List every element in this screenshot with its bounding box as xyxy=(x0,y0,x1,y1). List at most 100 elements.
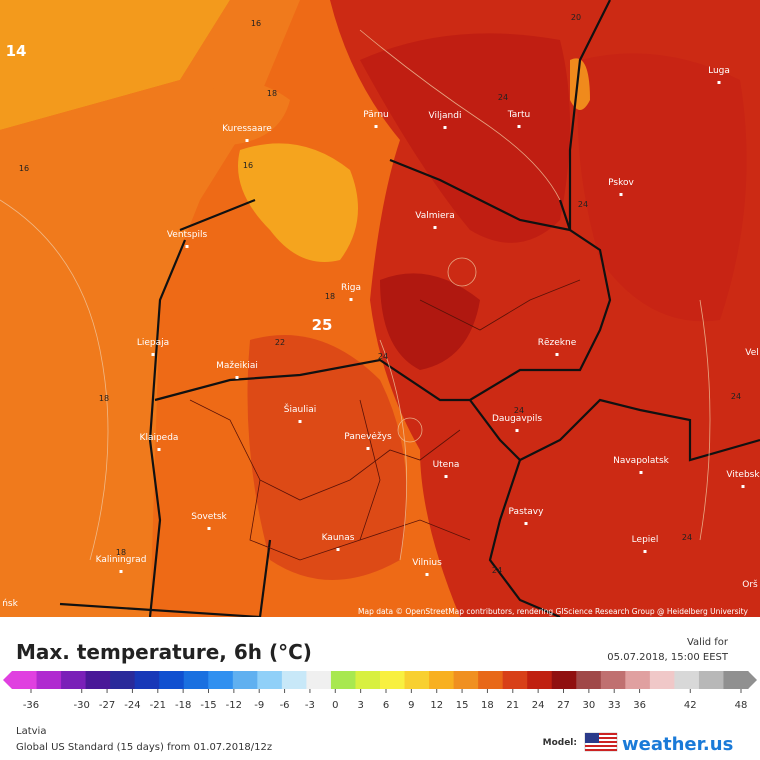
city-label: Valmiera xyxy=(415,211,455,221)
scale-swatch xyxy=(478,671,504,689)
scale-tick-label: 15 xyxy=(456,700,469,711)
scale-tick-label: 9 xyxy=(408,700,414,711)
city-label: Luga xyxy=(708,66,730,76)
scale-tick-label: 12 xyxy=(430,700,443,711)
city-dot xyxy=(119,570,123,573)
scale-tick-label: 3 xyxy=(357,700,363,711)
city-dot xyxy=(207,527,211,530)
scale-swatch xyxy=(600,671,626,689)
scale-tick-label: 21 xyxy=(506,700,519,711)
scale-arrow xyxy=(3,671,12,689)
scale-swatch xyxy=(61,671,87,689)
city-label: Utena xyxy=(433,460,460,470)
scale-swatch xyxy=(380,671,406,689)
city-dot xyxy=(555,353,559,356)
contour-label: 18 xyxy=(99,394,109,403)
contour-label: 24 xyxy=(682,533,692,542)
scale-swatch xyxy=(674,671,700,689)
scale-swatch xyxy=(183,671,209,689)
city-dot xyxy=(741,485,745,488)
city-label: Mažeikiai xyxy=(216,361,258,371)
city-label: Panevėžys xyxy=(344,432,392,442)
scale-swatch xyxy=(208,671,234,689)
city-dot xyxy=(151,353,155,356)
scale-swatch xyxy=(134,671,160,689)
scale-tick-label: -9 xyxy=(254,700,264,711)
scale-tick-label: 0 xyxy=(332,700,338,711)
color-scale: -36 -30 -27 -24 -21 -18 -15 -12 -9 -6 -3 0 3 6 9 12 15 18… xyxy=(3,671,757,711)
city-label: Vilnius xyxy=(412,558,442,568)
city-dot xyxy=(444,475,448,478)
scale-tick-label: -21 xyxy=(150,700,166,711)
scale-swatch xyxy=(85,671,111,689)
city-dot xyxy=(515,429,519,432)
scale-swatch xyxy=(281,671,307,689)
scale-swatch xyxy=(625,671,651,689)
city-label: ńsk xyxy=(2,599,18,609)
scale-swatch xyxy=(159,671,185,689)
scale-swatch xyxy=(429,671,455,689)
flag xyxy=(584,732,618,752)
city-label: Šiauliai xyxy=(284,403,316,415)
city-dot xyxy=(619,193,623,196)
city-label: Liepaja xyxy=(137,338,169,348)
contour-label: 16 xyxy=(251,19,261,28)
contour-label: 18 xyxy=(267,89,277,98)
scale-tick-label: 48 xyxy=(735,700,748,711)
city-dot xyxy=(639,471,643,474)
scale-swatch xyxy=(404,671,430,689)
model-label: Model: xyxy=(543,738,577,748)
model-run: Global US Standard (15 days) from 01.07.… xyxy=(16,742,272,753)
contour-label: 16 xyxy=(19,164,29,173)
city-label: Orš xyxy=(742,579,758,590)
city-label: Pskov xyxy=(608,178,634,188)
scale-swatch xyxy=(232,671,258,689)
city-dot xyxy=(524,522,528,525)
city-dot xyxy=(349,298,353,301)
city-dot xyxy=(185,245,189,248)
scale-swatch xyxy=(551,671,577,689)
scale-swatch xyxy=(723,671,749,689)
scale-tick-label: -36 xyxy=(23,700,39,711)
city-label: Vitebsk xyxy=(726,470,760,480)
scale-tick-label: -27 xyxy=(99,700,115,711)
city-label: Kaliningrad xyxy=(96,555,147,565)
scale-swatch xyxy=(527,671,553,689)
valid-time: 05.07.2018, 15:00 EEST xyxy=(607,652,729,663)
scale-swatch xyxy=(36,671,62,689)
brand: weather.us xyxy=(622,734,733,755)
contour-label: 18 xyxy=(116,548,126,557)
city-label: Navapolatsk xyxy=(613,456,670,466)
scale-swatch xyxy=(330,671,356,689)
scale-swatch xyxy=(306,671,332,689)
scale-swatch xyxy=(453,671,479,689)
scale-arrow xyxy=(748,671,757,689)
scale-swatch xyxy=(502,671,528,689)
contour-label: 22 xyxy=(275,338,285,347)
scale-swatch xyxy=(110,671,136,689)
region: Latvia xyxy=(16,726,46,737)
city-dot xyxy=(157,448,161,451)
contour-label: 24 xyxy=(578,200,588,209)
scale-swatch xyxy=(649,671,675,689)
city-dot xyxy=(517,125,521,128)
city-dot xyxy=(235,376,239,379)
contour-label: 24 xyxy=(514,406,524,415)
max-label: 25 xyxy=(312,316,333,334)
scale-tick-label: 18 xyxy=(481,700,494,711)
scale-tick-label: 42 xyxy=(684,700,697,711)
scale-tick-label: -24 xyxy=(124,700,140,711)
city-label: Kuressaare xyxy=(222,124,272,134)
city-label: Viljandi xyxy=(429,111,462,121)
city-label: Kaunas xyxy=(322,533,355,543)
city-label: Ventspils xyxy=(167,230,208,240)
contour-label: 20 xyxy=(571,13,581,22)
contour-label: 18 xyxy=(325,292,335,301)
city-label: Pärnu xyxy=(363,110,389,120)
contour-label: 24 xyxy=(731,392,741,401)
city-dot xyxy=(245,139,249,142)
city-label: Tartu xyxy=(507,110,530,120)
contour-label: 24 xyxy=(378,352,388,361)
scale-tick-label: 30 xyxy=(582,700,595,711)
